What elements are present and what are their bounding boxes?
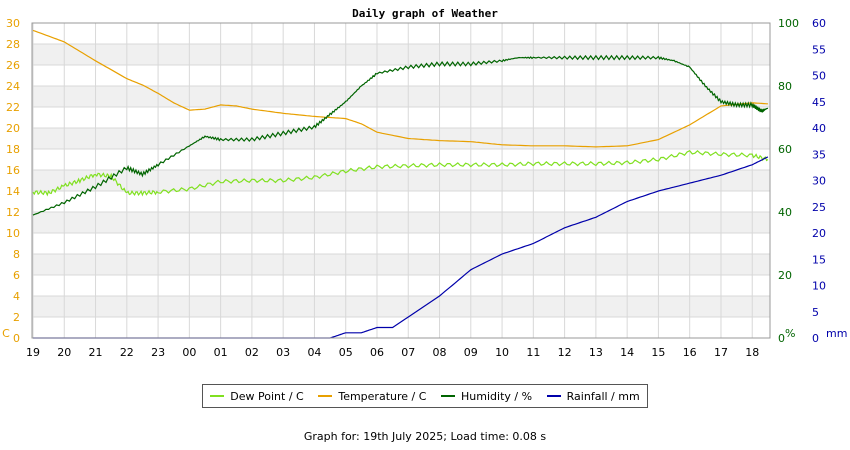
series-line — [32, 54, 769, 216]
legend-label: Humidity / % — [461, 389, 533, 403]
rain-tick-label: 20 — [812, 227, 826, 240]
left-tick-label: 30 — [6, 17, 20, 30]
x-tick-label: 04 — [307, 346, 321, 359]
rain-tick-label: 55 — [812, 43, 826, 56]
legend-item: Temperature / C — [318, 390, 426, 403]
x-tick-label: 16 — [683, 346, 697, 359]
plot-frame — [31, 22, 771, 339]
x-tick-label: 02 — [245, 346, 259, 359]
left-tick-label: 8 — [13, 248, 20, 261]
humidity-tick-label: 0 — [778, 332, 785, 345]
series-line — [32, 149, 769, 197]
band — [32, 296, 770, 317]
rain-tick-label: 10 — [812, 280, 826, 293]
x-tick-label: 17 — [714, 346, 728, 359]
band — [32, 44, 770, 65]
legend: Dew Point / C Temperature / C Humidity / %… — [202, 384, 648, 408]
left-tick-label: 14 — [6, 185, 20, 198]
weather-chart: Daily graph of Weather 19 20 21 22 23 00 01 02 0… — [2, 7, 847, 359]
left-tick-label: 10 — [6, 227, 20, 240]
legend-item: Dew Point / C — [210, 389, 304, 403]
series-line — [33, 156, 769, 339]
left-tick-label: 22 — [6, 101, 20, 114]
left-tick-label: 16 — [6, 164, 20, 177]
x-tick-label: 09 — [464, 346, 478, 359]
x-tick-label: 14 — [620, 346, 634, 359]
x-tick-label: 10 — [495, 346, 509, 359]
band — [32, 128, 770, 149]
legend-swatch — [210, 395, 225, 397]
x-tick-label: 06 — [370, 346, 384, 359]
x-tick-label: 03 — [276, 346, 290, 359]
rain-tick-label: 0 — [812, 332, 819, 345]
x-tick-label: 23 — [151, 346, 165, 359]
x-tick-label: 00 — [182, 346, 196, 359]
x-tick-label: 13 — [589, 346, 603, 359]
left-tick-label: 6 — [13, 269, 20, 282]
legend-swatch — [318, 395, 333, 397]
legend-item: Humidity / % — [441, 390, 532, 403]
legend-swatch — [441, 395, 456, 397]
band — [32, 170, 770, 191]
series-line — [32, 29, 768, 148]
legend-swatch — [546, 395, 561, 397]
x-tick-label: 11 — [526, 346, 540, 359]
legend-label: Temperature / C — [338, 389, 427, 403]
rain-tick-label: 25 — [812, 201, 826, 214]
humidity-tick-label: 100 — [778, 17, 799, 30]
left-tick-label: 26 — [6, 59, 20, 72]
rain-tick-label: 35 — [812, 148, 826, 161]
humidity-tick-label: 40 — [778, 206, 792, 219]
x-tick-label: 12 — [558, 346, 572, 359]
rain-tick-label: 50 — [812, 70, 826, 83]
humidity-tick-label: 60 — [778, 143, 792, 156]
left-tick-label: 18 — [6, 143, 20, 156]
x-tick-label: 08 — [433, 346, 447, 359]
legend-label: Rainfall / mm — [566, 389, 640, 403]
x-tick-label: 21 — [89, 346, 103, 359]
rain-tick-label: 5 — [812, 306, 819, 319]
legend-item: Rainfall / mm — [546, 389, 640, 403]
axis-ticks: 19 20 21 22 23 00 01 02 03 04 05 06 07 08 09 10 11 12 13 14… — [2, 17, 847, 359]
x-tick-label: 20 — [57, 346, 71, 359]
rain-tick-label: 60 — [812, 17, 826, 30]
left-tick-label: 2 — [13, 311, 20, 324]
left-tick-label: 28 — [6, 38, 20, 51]
left-tick-label: 0 — [13, 332, 20, 345]
x-tick-label: 22 — [120, 346, 134, 359]
humidity-axis-unit: % — [785, 327, 795, 340]
x-tick-label: 05 — [339, 346, 353, 359]
legend-label: Dew Point / C — [230, 389, 304, 403]
left-tick-label: 4 — [13, 290, 20, 303]
rain-tick-label: 40 — [812, 122, 826, 135]
x-tick-label: 07 — [401, 346, 415, 359]
x-tick-label: 19 — [26, 346, 40, 359]
x-tick-label: 01 — [214, 346, 228, 359]
band — [32, 212, 770, 233]
x-tick-label: 15 — [651, 346, 665, 359]
rain-axis-unit: mm — [826, 327, 847, 340]
left-tick-label: 20 — [6, 122, 20, 135]
rain-tick-label: 15 — [812, 253, 826, 266]
chart-title: Daily graph of Weather — [352, 7, 498, 20]
x-tick-label: 18 — [745, 346, 759, 359]
rain-tick-label: 45 — [812, 96, 826, 109]
humidity-tick-label: 80 — [778, 80, 792, 93]
rain-tick-label: 30 — [812, 175, 826, 188]
series-lines — [32, 29, 769, 339]
plot-border — [31, 22, 771, 339]
left-axis-unit: C — [2, 327, 10, 340]
left-tick-label: 24 — [6, 80, 20, 93]
left-tick-label: 12 — [6, 206, 20, 219]
humidity-tick-label: 20 — [778, 269, 792, 282]
band — [32, 86, 770, 107]
footer-text: Graph for: 19th July 2025; Load time: 0.… — [303, 430, 547, 443]
band — [32, 254, 770, 275]
plot-bands — [32, 44, 770, 317]
